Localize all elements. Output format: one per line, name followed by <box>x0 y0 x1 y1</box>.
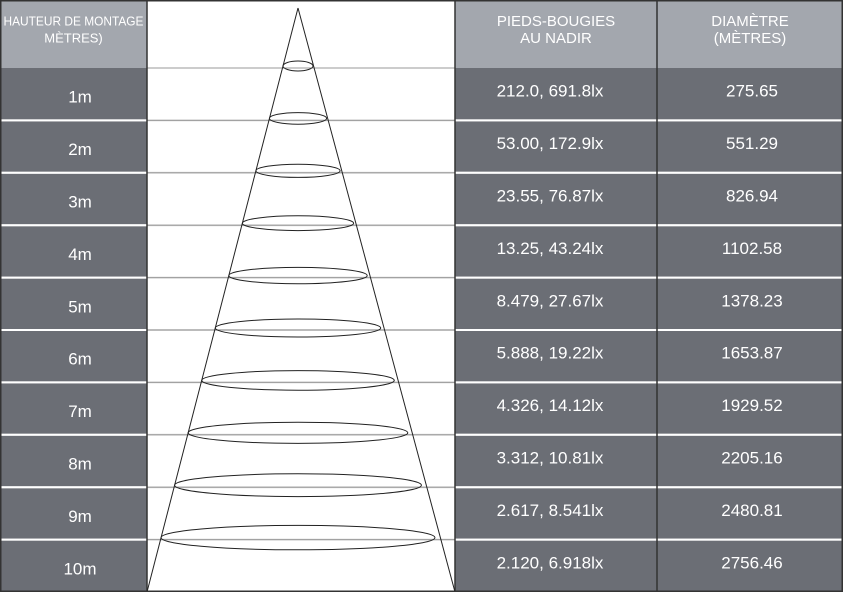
cell-text: 53.00, 172.9lx <box>497 134 604 153</box>
cell-text: 1653.87 <box>721 344 782 363</box>
cell-text: 1m <box>68 88 92 107</box>
header-text: (MÈTRES) <box>714 30 787 47</box>
cell-text: 2.617, 8.541lx <box>497 501 604 520</box>
cell-text: 3m <box>68 192 92 211</box>
cell-text: 2.120, 6.918lx <box>497 553 604 572</box>
cell-text: 212.0, 691.8lx <box>497 82 604 101</box>
cell-text: 8.479, 27.67lx <box>497 291 604 310</box>
header-text: DIAMÈTRE <box>711 13 789 30</box>
header-text: AU NADIR <box>520 30 592 47</box>
cell-text: 551.29 <box>726 134 778 153</box>
cell-text: 8m <box>68 454 92 473</box>
cell-text: 1378.23 <box>721 291 782 310</box>
header-text: MÈTRES) <box>44 30 103 45</box>
cell-text: 2205.16 <box>721 448 782 467</box>
cell-text: 6m <box>68 350 92 369</box>
cell-text: 5.888, 19.22lx <box>497 344 604 363</box>
cell-text: 1929.52 <box>721 396 782 415</box>
cell-text: 3.312, 10.81lx <box>497 448 604 467</box>
cell-text: 1102.58 <box>722 239 782 258</box>
cell-text: 23.55, 76.87lx <box>497 186 604 205</box>
cell-text: 7m <box>68 402 92 421</box>
cell-text: 5m <box>68 297 92 316</box>
cell-text: 13.25, 43.24lx <box>497 239 604 258</box>
header-text: HAUTEUR DE MONTAGE <box>4 13 144 28</box>
cell-text: 2m <box>68 140 92 159</box>
cell-text: 2480.81 <box>721 501 782 520</box>
cell-text: 2756.46 <box>721 553 782 572</box>
photometric-table: HAUTEUR DE MONTAGE MÈTRES) PIEDS-BOUGIESAU… <box>0 0 843 592</box>
cell-text: 10m <box>63 559 96 578</box>
header-text: PIEDS-BOUGIES <box>497 13 615 30</box>
cell-text: 826.94 <box>726 186 778 205</box>
cell-text: 9m <box>68 507 92 526</box>
cell-text: 4.326, 14.12lx <box>497 396 604 415</box>
cell-text: 275.65 <box>726 82 778 101</box>
cell-text: 4m <box>68 245 92 264</box>
